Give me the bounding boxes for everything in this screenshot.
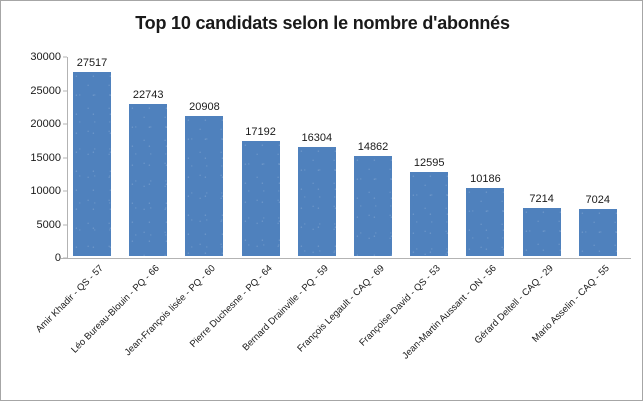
bar-value-label: 12595 <box>413 156 445 169</box>
y-axis-tick-label: 10000 <box>30 185 61 197</box>
y-axis-tick-mark <box>63 224 67 225</box>
bar-value-label: 7024 <box>585 193 611 206</box>
x-axis-category-label: Jean-François lisée - PQ - 60 <box>123 263 219 359</box>
y-axis-tick-mark <box>63 123 67 125</box>
bar[interactable] <box>129 103 168 256</box>
y-axis-tick-label: 30000 <box>30 51 61 63</box>
plot-area <box>67 57 629 258</box>
y-axis-tick-mark <box>63 190 67 192</box>
bar-value-label: 7214 <box>529 192 554 205</box>
bar[interactable] <box>410 171 449 256</box>
bar[interactable] <box>185 115 224 256</box>
bar[interactable] <box>354 156 392 256</box>
y-axis-tick-label: 25000 <box>30 84 61 97</box>
bar[interactable] <box>73 71 111 256</box>
x-axis-line <box>61 258 631 259</box>
y-axis-tick-mark <box>63 157 67 158</box>
bar[interactable] <box>466 187 505 256</box>
bar-value-label: 20908 <box>189 100 220 113</box>
bar-value-label: 10186 <box>470 172 501 185</box>
y-axis-tick-mark <box>63 257 67 259</box>
bar-value-label: 27517 <box>76 56 108 69</box>
bar[interactable] <box>522 207 561 256</box>
y-axis-tick-label: 0 <box>54 252 61 264</box>
bar-value-label: 14862 <box>357 141 389 154</box>
y-axis-tick-mark <box>63 90 67 91</box>
y-axis-tick-label: 15000 <box>30 151 61 164</box>
bar[interactable] <box>578 208 617 256</box>
x-axis-category-label: Jean-Martin Aussant - ON - 56 <box>400 263 500 362</box>
bar[interactable] <box>297 146 336 256</box>
y-axis-tick-label: 5000 <box>36 218 61 231</box>
y-axis: 0 5000 10000 15000 20000 25000 30000 <box>9 1 61 400</box>
chart-title: Top 10 candidats selon le nombre d'abonn… <box>135 13 510 33</box>
y-axis-tick-mark <box>63 56 67 58</box>
y-axis-tick-label: 20000 <box>30 118 61 130</box>
bar[interactable] <box>241 140 280 256</box>
bar-value-label: 17192 <box>245 125 276 138</box>
bar-value-label: 16304 <box>301 131 333 144</box>
bar-value-label: 22743 <box>132 88 164 101</box>
